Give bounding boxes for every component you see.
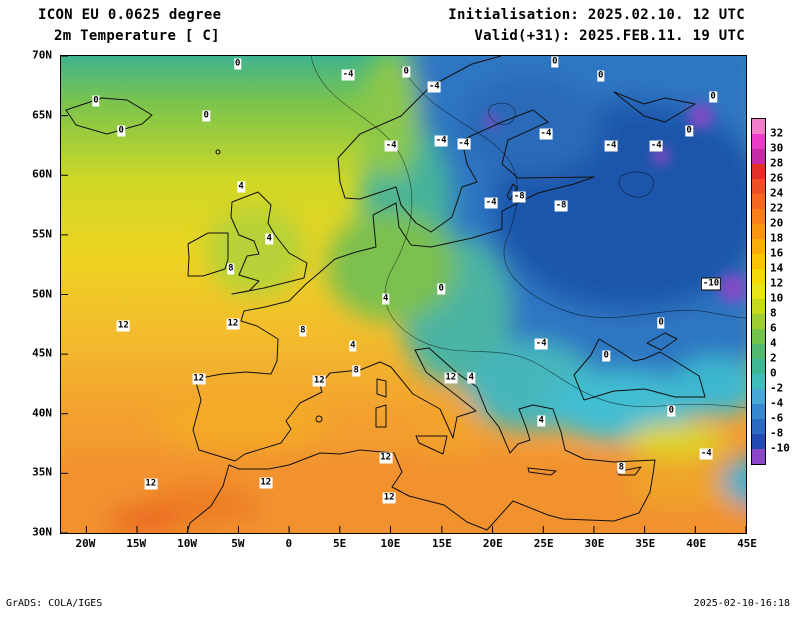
lon-label-30E: 30E bbox=[584, 537, 605, 550]
colorbar-label--8: -8 bbox=[770, 426, 784, 440]
longitude-axis: 20W 15W 10W 5W 0 5E 10E 15E 20E 25E 30E 35E 40E 45E bbox=[60, 537, 756, 551]
colorbar-segment-21 bbox=[752, 434, 765, 449]
colorbar-segment-0 bbox=[752, 119, 765, 134]
colorbar-label--10: -10 bbox=[770, 441, 790, 455]
colorbar-segment-9 bbox=[752, 254, 765, 269]
lon-label-25E: 25E bbox=[533, 537, 554, 550]
map-area: 0 -4 0 -4 0 0 0 0 0 0 -4 -4 -4 -4 -4 -4 0 4 4 8 -4 -8 -8 4 0 12 12… bbox=[60, 55, 747, 534]
field-title: 2m Temperature [ C] bbox=[54, 28, 220, 44]
colorbar-label-16: 16 bbox=[770, 246, 784, 260]
colorbar-label--4: -4 bbox=[770, 396, 784, 410]
colorbar-segment-1 bbox=[752, 134, 765, 149]
colorbar-label-32: 32 bbox=[770, 126, 784, 140]
colorbar-segment-4 bbox=[752, 179, 765, 194]
lon-label-15W: 15W bbox=[126, 537, 147, 550]
colorbar-label-14: 14 bbox=[770, 261, 784, 275]
colorbar-segment-17 bbox=[752, 374, 765, 389]
lon-label-10E: 10E bbox=[380, 537, 401, 550]
lon-label-5W: 5W bbox=[231, 537, 245, 550]
colorbar-label-4: 4 bbox=[770, 336, 777, 350]
colorbar-label--6: -6 bbox=[770, 411, 784, 425]
valid-time: Valid(+31): 2025.FEB.11. 19 UTC bbox=[474, 28, 745, 44]
colorbar-segment-18 bbox=[752, 389, 765, 404]
lat-label-40N: 40N bbox=[32, 406, 52, 420]
lon-label-10W: 10W bbox=[177, 537, 198, 550]
lon-label-20E: 20E bbox=[482, 537, 503, 550]
lon-label-0: 0 bbox=[285, 537, 293, 550]
lat-label-30N: 30N bbox=[32, 525, 52, 539]
lat-label-45N: 45N bbox=[32, 346, 52, 360]
colorbar-label-6: 6 bbox=[770, 321, 777, 335]
lon-label-20W: 20W bbox=[75, 537, 96, 550]
temperature-field-map bbox=[61, 56, 746, 533]
colorbar-segment-8 bbox=[752, 239, 765, 254]
colorbar-segment-7 bbox=[752, 224, 765, 239]
lat-label-70N: 70N bbox=[32, 48, 52, 62]
colorbar-segment-16 bbox=[752, 359, 765, 374]
colorbar-segment-5 bbox=[752, 194, 765, 209]
lat-label-35N: 35N bbox=[32, 465, 52, 479]
colorbar-label-28: 28 bbox=[770, 156, 784, 170]
model-title: ICON EU 0.0625 degree bbox=[38, 7, 222, 23]
colorbar-label-12: 12 bbox=[770, 276, 784, 290]
lat-label-50N: 50N bbox=[32, 287, 52, 300]
colorbar-segment-22 bbox=[752, 449, 765, 464]
colorbar-label-30: 30 bbox=[770, 141, 784, 155]
temperature-contour-lines bbox=[310, 56, 746, 409]
colorbar-label--2: -2 bbox=[770, 381, 784, 395]
lat-label-65N: 65N bbox=[32, 108, 52, 122]
colorbar-segment-10 bbox=[752, 269, 765, 284]
colorbar bbox=[751, 118, 766, 465]
colorbar-label-20: 20 bbox=[770, 216, 784, 230]
colorbar-label-0: 0 bbox=[770, 366, 777, 380]
colorbar-segment-6 bbox=[752, 209, 765, 224]
lon-label-5E: 5E bbox=[332, 537, 347, 550]
colorbar-labels: 32 30 28 26 24 22 20 18 16 14 12 10 8 6 4 2 0 -2 -4 -6 -8 -10 bbox=[770, 118, 798, 463]
lat-label-55N: 55N bbox=[32, 227, 52, 241]
colorbar-segment-2 bbox=[752, 149, 765, 164]
colorbar-segment-20 bbox=[752, 419, 765, 434]
lon-label-40E: 40E bbox=[686, 537, 707, 550]
lon-label-35E: 35E bbox=[635, 537, 656, 550]
colorbar-segment-13 bbox=[752, 314, 765, 329]
render-timestamp: 2025-02-10-16:18 bbox=[693, 598, 790, 609]
colorbar-label-26: 26 bbox=[770, 171, 784, 185]
colorbar-segment-14 bbox=[752, 329, 765, 344]
temperature-blobs bbox=[61, 56, 746, 533]
init-time: Initialisation: 2025.02.10. 12 UTC bbox=[448, 7, 745, 23]
colorbar-label-10: 10 bbox=[770, 291, 784, 305]
colorbar-label-22: 22 bbox=[770, 201, 784, 215]
colorbar-segment-11 bbox=[752, 284, 765, 299]
colorbar-segment-19 bbox=[752, 404, 765, 419]
lon-label-15E: 15E bbox=[432, 537, 452, 550]
lon-label-45E: 45E bbox=[737, 537, 757, 550]
axis-ticks bbox=[61, 56, 746, 533]
colorbar-segment-15 bbox=[752, 344, 765, 359]
colorbar-label-2: 2 bbox=[770, 351, 777, 365]
colorbar-label-8: 8 bbox=[770, 306, 777, 320]
colorbar-segment-12 bbox=[752, 299, 765, 314]
lat-label-60N: 60N bbox=[32, 167, 52, 181]
latitude-axis: 70N 65N 60N 55N 50N 45N 40N 35N 30N bbox=[0, 49, 57, 539]
colorbar-label-24: 24 bbox=[770, 186, 784, 200]
colorbar-segment-3 bbox=[752, 164, 765, 179]
colorbar-label-18: 18 bbox=[770, 231, 784, 245]
coastlines bbox=[65, 56, 706, 533]
grads-credit: GrADS: COLA/IGES bbox=[6, 598, 103, 609]
